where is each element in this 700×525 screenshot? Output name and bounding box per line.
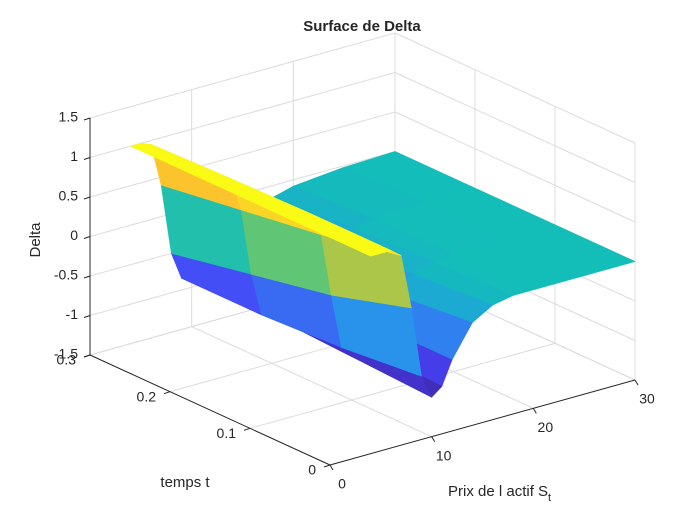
chart-title: Surface de Delta [303,18,421,35]
x-axis-label: Prix de l actif St [448,483,551,504]
tick-mark [83,275,91,279]
x-tick-label: 10 [436,447,452,463]
z-tick-label: -1.5 [54,346,78,362]
x-tick-label: 0 [338,476,346,492]
x-tick-label: 30 [639,391,655,407]
grid-line [89,32,396,119]
tick-mark [83,315,91,318]
axis-line [329,379,636,466]
grid-line [191,326,432,438]
z-tick-label: 1.5 [59,109,79,125]
y-axis-label: temps t [160,474,210,491]
tick-mark [532,408,537,414]
z-tick-label: -0.5 [54,267,78,283]
z-axis-label: Delta [27,222,44,258]
tick-mark [83,354,91,358]
tick-mark [163,391,171,395]
x-tick-label: 20 [538,419,554,435]
axis-line [89,354,331,466]
y-tick-label: 0.1 [217,425,237,441]
z-tick-label: -1 [66,306,79,322]
grid-line [249,342,556,429]
tick-mark [83,196,91,200]
y-tick-label: 0.2 [137,388,157,404]
grid-line [394,111,636,223]
tick-mark [243,427,251,431]
tick-mark [83,117,91,121]
z-tick-label: 0 [70,227,78,243]
tick-mark [634,379,639,386]
x-axis-label-main: Prix de l actif S [448,483,548,500]
tick-mark [323,464,331,468]
tick-mark [431,436,436,442]
grid-line [394,72,636,183]
tick-mark [329,464,334,471]
x-axis-label-subscript: t [548,492,551,504]
grid-line [89,111,396,198]
z-tick-label: 1 [70,148,78,164]
surface-patch [289,216,382,257]
z-tick-label: 0.5 [59,188,79,204]
tick-mark [83,157,91,160]
grid-line [394,32,636,144]
y-tick-label: 0.3 [57,352,77,368]
tick-mark [83,236,91,239]
y-tick-label: 0 [308,462,316,478]
